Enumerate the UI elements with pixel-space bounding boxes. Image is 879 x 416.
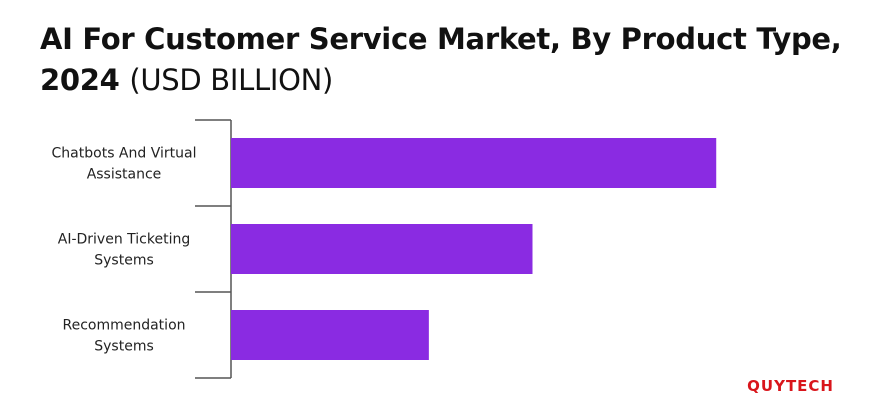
- category-label: Assistance: [87, 167, 162, 183]
- bar: [231, 224, 533, 274]
- category-label: Chatbots And Virtual: [52, 146, 197, 162]
- chart-title: AI For Customer Service Market, By Produ…: [40, 19, 870, 101]
- chart-title-year: 2024: [40, 63, 120, 97]
- bar: [231, 310, 429, 360]
- chart-title-main: AI For Customer Service Market, By Produ…: [40, 22, 842, 56]
- chart-title-unit: (USD BILLION): [129, 63, 334, 97]
- bar: [231, 138, 717, 188]
- category-label: AI-Driven Ticketing: [58, 232, 190, 248]
- category-label: Systems: [94, 253, 154, 269]
- brand-logo: QUYTECH: [747, 377, 834, 395]
- category-label: Systems: [94, 339, 154, 355]
- category-label: Recommendation: [62, 318, 185, 334]
